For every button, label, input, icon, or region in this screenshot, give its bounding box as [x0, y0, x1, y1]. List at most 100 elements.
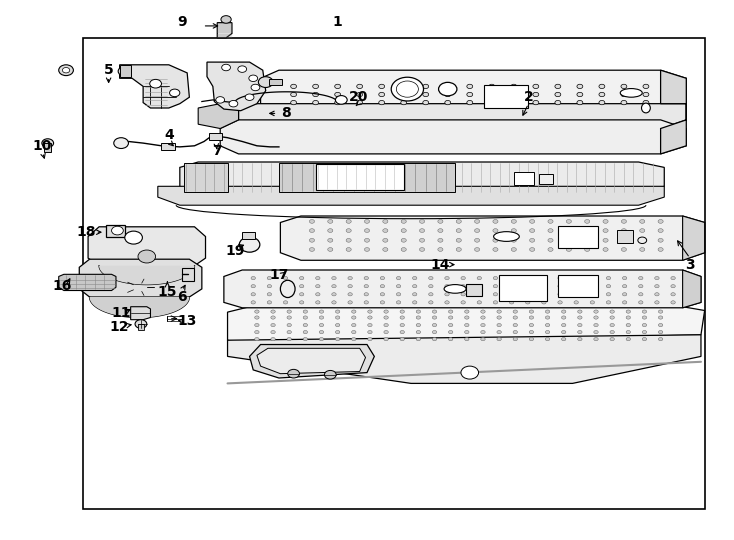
Circle shape — [477, 293, 482, 296]
Circle shape — [465, 338, 469, 341]
Circle shape — [255, 330, 259, 334]
Circle shape — [513, 316, 517, 319]
Circle shape — [283, 276, 288, 280]
Circle shape — [379, 100, 385, 105]
Circle shape — [513, 323, 517, 327]
Circle shape — [461, 301, 465, 304]
Circle shape — [429, 276, 433, 280]
Circle shape — [352, 338, 356, 341]
Circle shape — [416, 310, 421, 313]
Circle shape — [364, 220, 370, 224]
Circle shape — [512, 238, 517, 242]
Circle shape — [493, 293, 498, 296]
Circle shape — [542, 285, 546, 288]
Circle shape — [639, 293, 643, 296]
Text: 16: 16 — [53, 279, 72, 293]
Circle shape — [643, 100, 649, 105]
Circle shape — [497, 330, 501, 334]
Circle shape — [671, 285, 675, 288]
Circle shape — [445, 301, 449, 304]
Polygon shape — [120, 65, 189, 108]
Circle shape — [335, 92, 341, 97]
Circle shape — [457, 247, 462, 251]
Circle shape — [309, 238, 314, 242]
Circle shape — [255, 310, 259, 313]
Circle shape — [327, 220, 333, 224]
Circle shape — [316, 285, 320, 288]
Polygon shape — [59, 274, 116, 291]
Circle shape — [299, 293, 304, 296]
Circle shape — [542, 293, 546, 296]
Circle shape — [448, 316, 453, 319]
Bar — [514, 172, 534, 185]
Circle shape — [585, 238, 590, 242]
Polygon shape — [239, 104, 686, 129]
Circle shape — [481, 323, 485, 327]
Circle shape — [603, 220, 608, 224]
Text: 8: 8 — [281, 106, 291, 120]
Circle shape — [465, 323, 469, 327]
Circle shape — [335, 100, 341, 105]
Circle shape — [655, 293, 659, 296]
Circle shape — [267, 301, 272, 304]
Circle shape — [135, 320, 147, 328]
Text: 13: 13 — [178, 314, 197, 328]
Bar — [499, 275, 547, 301]
Text: 5: 5 — [103, 63, 114, 77]
Circle shape — [626, 338, 631, 341]
Circle shape — [59, 65, 73, 76]
Polygon shape — [131, 307, 150, 320]
Circle shape — [606, 285, 611, 288]
Circle shape — [610, 338, 614, 341]
Circle shape — [562, 338, 566, 341]
Circle shape — [574, 301, 578, 304]
Circle shape — [267, 285, 272, 288]
Circle shape — [590, 285, 595, 288]
Polygon shape — [207, 62, 266, 111]
Circle shape — [599, 92, 605, 97]
Circle shape — [437, 220, 443, 224]
Circle shape — [437, 229, 443, 232]
Circle shape — [271, 316, 275, 319]
Circle shape — [384, 323, 388, 327]
Circle shape — [379, 92, 385, 97]
Circle shape — [357, 92, 363, 97]
Circle shape — [396, 301, 401, 304]
Circle shape — [513, 330, 517, 334]
Circle shape — [545, 310, 550, 313]
Circle shape — [621, 92, 627, 97]
Circle shape — [497, 338, 501, 341]
Circle shape — [594, 323, 598, 327]
Ellipse shape — [444, 285, 466, 293]
Circle shape — [112, 226, 123, 235]
Circle shape — [348, 285, 352, 288]
Circle shape — [606, 276, 611, 280]
Circle shape — [114, 138, 128, 148]
Circle shape — [319, 323, 324, 327]
Circle shape — [255, 338, 259, 341]
Circle shape — [401, 229, 407, 232]
Circle shape — [437, 238, 443, 242]
Circle shape — [578, 338, 582, 341]
Circle shape — [368, 323, 372, 327]
Ellipse shape — [280, 280, 295, 298]
Bar — [617, 230, 633, 243]
Circle shape — [658, 316, 663, 319]
Polygon shape — [217, 23, 232, 38]
Circle shape — [346, 247, 352, 251]
Circle shape — [327, 238, 333, 242]
Text: 20: 20 — [349, 90, 368, 104]
Circle shape — [316, 276, 320, 280]
Circle shape — [423, 92, 429, 97]
Circle shape — [364, 285, 368, 288]
Circle shape — [590, 301, 595, 304]
Circle shape — [610, 310, 614, 313]
Circle shape — [529, 330, 534, 334]
Circle shape — [610, 316, 614, 319]
Circle shape — [530, 220, 535, 224]
Circle shape — [475, 220, 480, 224]
Circle shape — [255, 323, 259, 327]
Circle shape — [529, 338, 534, 341]
Circle shape — [481, 310, 485, 313]
Polygon shape — [158, 186, 664, 205]
